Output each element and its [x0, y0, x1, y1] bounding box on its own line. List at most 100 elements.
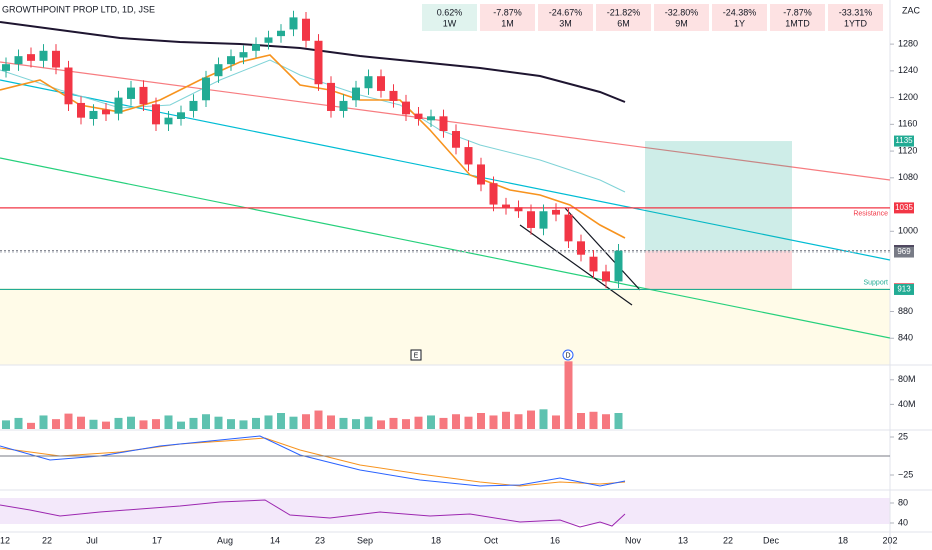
candle-body — [14, 56, 23, 65]
y-tick-label: 1080 — [898, 172, 918, 182]
candle-body — [52, 50, 60, 68]
candle-body — [289, 17, 298, 30]
perf-value: -7.87% — [493, 7, 522, 17]
price-tag — [894, 135, 914, 147]
rsi-tick-label: 80 — [898, 497, 908, 507]
volume-bar — [77, 416, 85, 429]
volume-bar — [389, 417, 398, 429]
candle-body — [214, 64, 223, 77]
x-tick-label: 16 — [550, 535, 560, 545]
volume-bar — [564, 361, 573, 429]
volume-bar — [114, 417, 123, 429]
volume-bar — [289, 416, 298, 429]
volume-bar — [264, 415, 273, 429]
price-tag — [894, 246, 914, 258]
candle-body — [277, 30, 285, 37]
perf-value: -24.38% — [723, 7, 757, 17]
ma-200 — [0, 21, 626, 103]
perf-period: 3M — [559, 18, 572, 28]
x-tick-label: 18 — [431, 535, 441, 545]
candle-body — [302, 18, 310, 41]
volume-bar — [202, 414, 210, 429]
perf-period: 1Y — [734, 18, 745, 28]
x-tick-label: 17 — [152, 535, 162, 545]
volume-bar — [239, 420, 248, 429]
candle-body — [89, 110, 98, 119]
event-label: D — [565, 352, 570, 359]
macd-tick-label: 25 — [898, 431, 908, 441]
price-tag-label: 913 — [897, 285, 911, 294]
perf-period: 9M — [675, 18, 688, 28]
volume-bar — [539, 409, 548, 429]
x-tick-label: 23 — [315, 535, 325, 545]
volume-bar — [452, 414, 460, 429]
perf-box — [422, 4, 477, 31]
x-tick-label: Oct — [484, 535, 499, 545]
x-tick-label: 22 — [723, 535, 733, 545]
candle-body — [339, 100, 348, 111]
x-tick-label: 22 — [42, 535, 52, 545]
perf-period: 6M — [617, 18, 630, 28]
volume-bar — [39, 415, 48, 429]
y-tick-label: 880 — [898, 306, 913, 316]
volume-bar — [589, 411, 598, 429]
perf-box — [480, 4, 535, 31]
candle-body — [252, 44, 260, 51]
volume-bar — [514, 414, 523, 429]
candle-body — [127, 87, 135, 99]
macd-tick-label: −25 — [898, 469, 913, 479]
y-tick-label: 1160 — [898, 119, 917, 129]
chart-title: GROWTHPOINT PROP LTD, 1D, JSE — [2, 4, 155, 14]
target-zone — [645, 141, 792, 251]
volume-bar — [2, 420, 10, 429]
candle-body — [614, 250, 623, 282]
y-tick-label: 1120 — [898, 145, 917, 155]
y-tick-label: 840 — [898, 333, 913, 343]
x-tick-label: Aug — [217, 535, 233, 545]
y-tick-label: 1000 — [898, 226, 918, 236]
candle-body — [264, 37, 273, 43]
volume-bar — [402, 419, 410, 429]
volume-bar — [464, 416, 473, 429]
volume-bar — [377, 420, 385, 429]
support-zone — [0, 288, 890, 365]
trend-line — [0, 157, 891, 339]
candle-body — [527, 211, 535, 228]
perf-box — [654, 4, 709, 31]
perf-value: 0.62% — [437, 7, 463, 17]
candle-body — [502, 204, 510, 208]
price-tag-label: 1035 — [895, 203, 913, 212]
x-tick-label: 202 — [882, 535, 897, 545]
candle-body — [427, 116, 435, 121]
rsi-tick-label: 40 — [898, 517, 908, 527]
perf-period: 1YTD — [844, 18, 868, 28]
x-tick-label: 14 — [270, 535, 280, 545]
volume-bar — [302, 414, 310, 429]
candle-body — [152, 104, 160, 125]
candle-body — [189, 100, 198, 111]
event-marker — [410, 349, 422, 361]
candle-body — [414, 113, 423, 119]
currency-label: ZAC — [902, 5, 921, 15]
candle-body — [64, 67, 73, 105]
volume-bar — [89, 419, 98, 429]
candle-body — [452, 131, 460, 148]
candle-body — [552, 209, 560, 215]
volume-bar — [164, 415, 173, 429]
volume-bar — [277, 413, 285, 429]
perf-box — [770, 4, 825, 31]
volume-bar — [27, 422, 35, 429]
volume-bar — [102, 421, 110, 429]
candle-body — [114, 97, 123, 114]
candle-body — [489, 183, 498, 205]
price-tag — [894, 202, 914, 214]
event-label: E — [414, 352, 419, 359]
volume-bar — [477, 413, 485, 429]
candle-body — [514, 207, 523, 212]
x-tick-label: Dec — [763, 535, 780, 545]
x-tick-label: 12 — [0, 535, 10, 545]
candle-body — [389, 90, 398, 101]
candle-body — [177, 112, 185, 119]
candle-body — [327, 82, 335, 111]
